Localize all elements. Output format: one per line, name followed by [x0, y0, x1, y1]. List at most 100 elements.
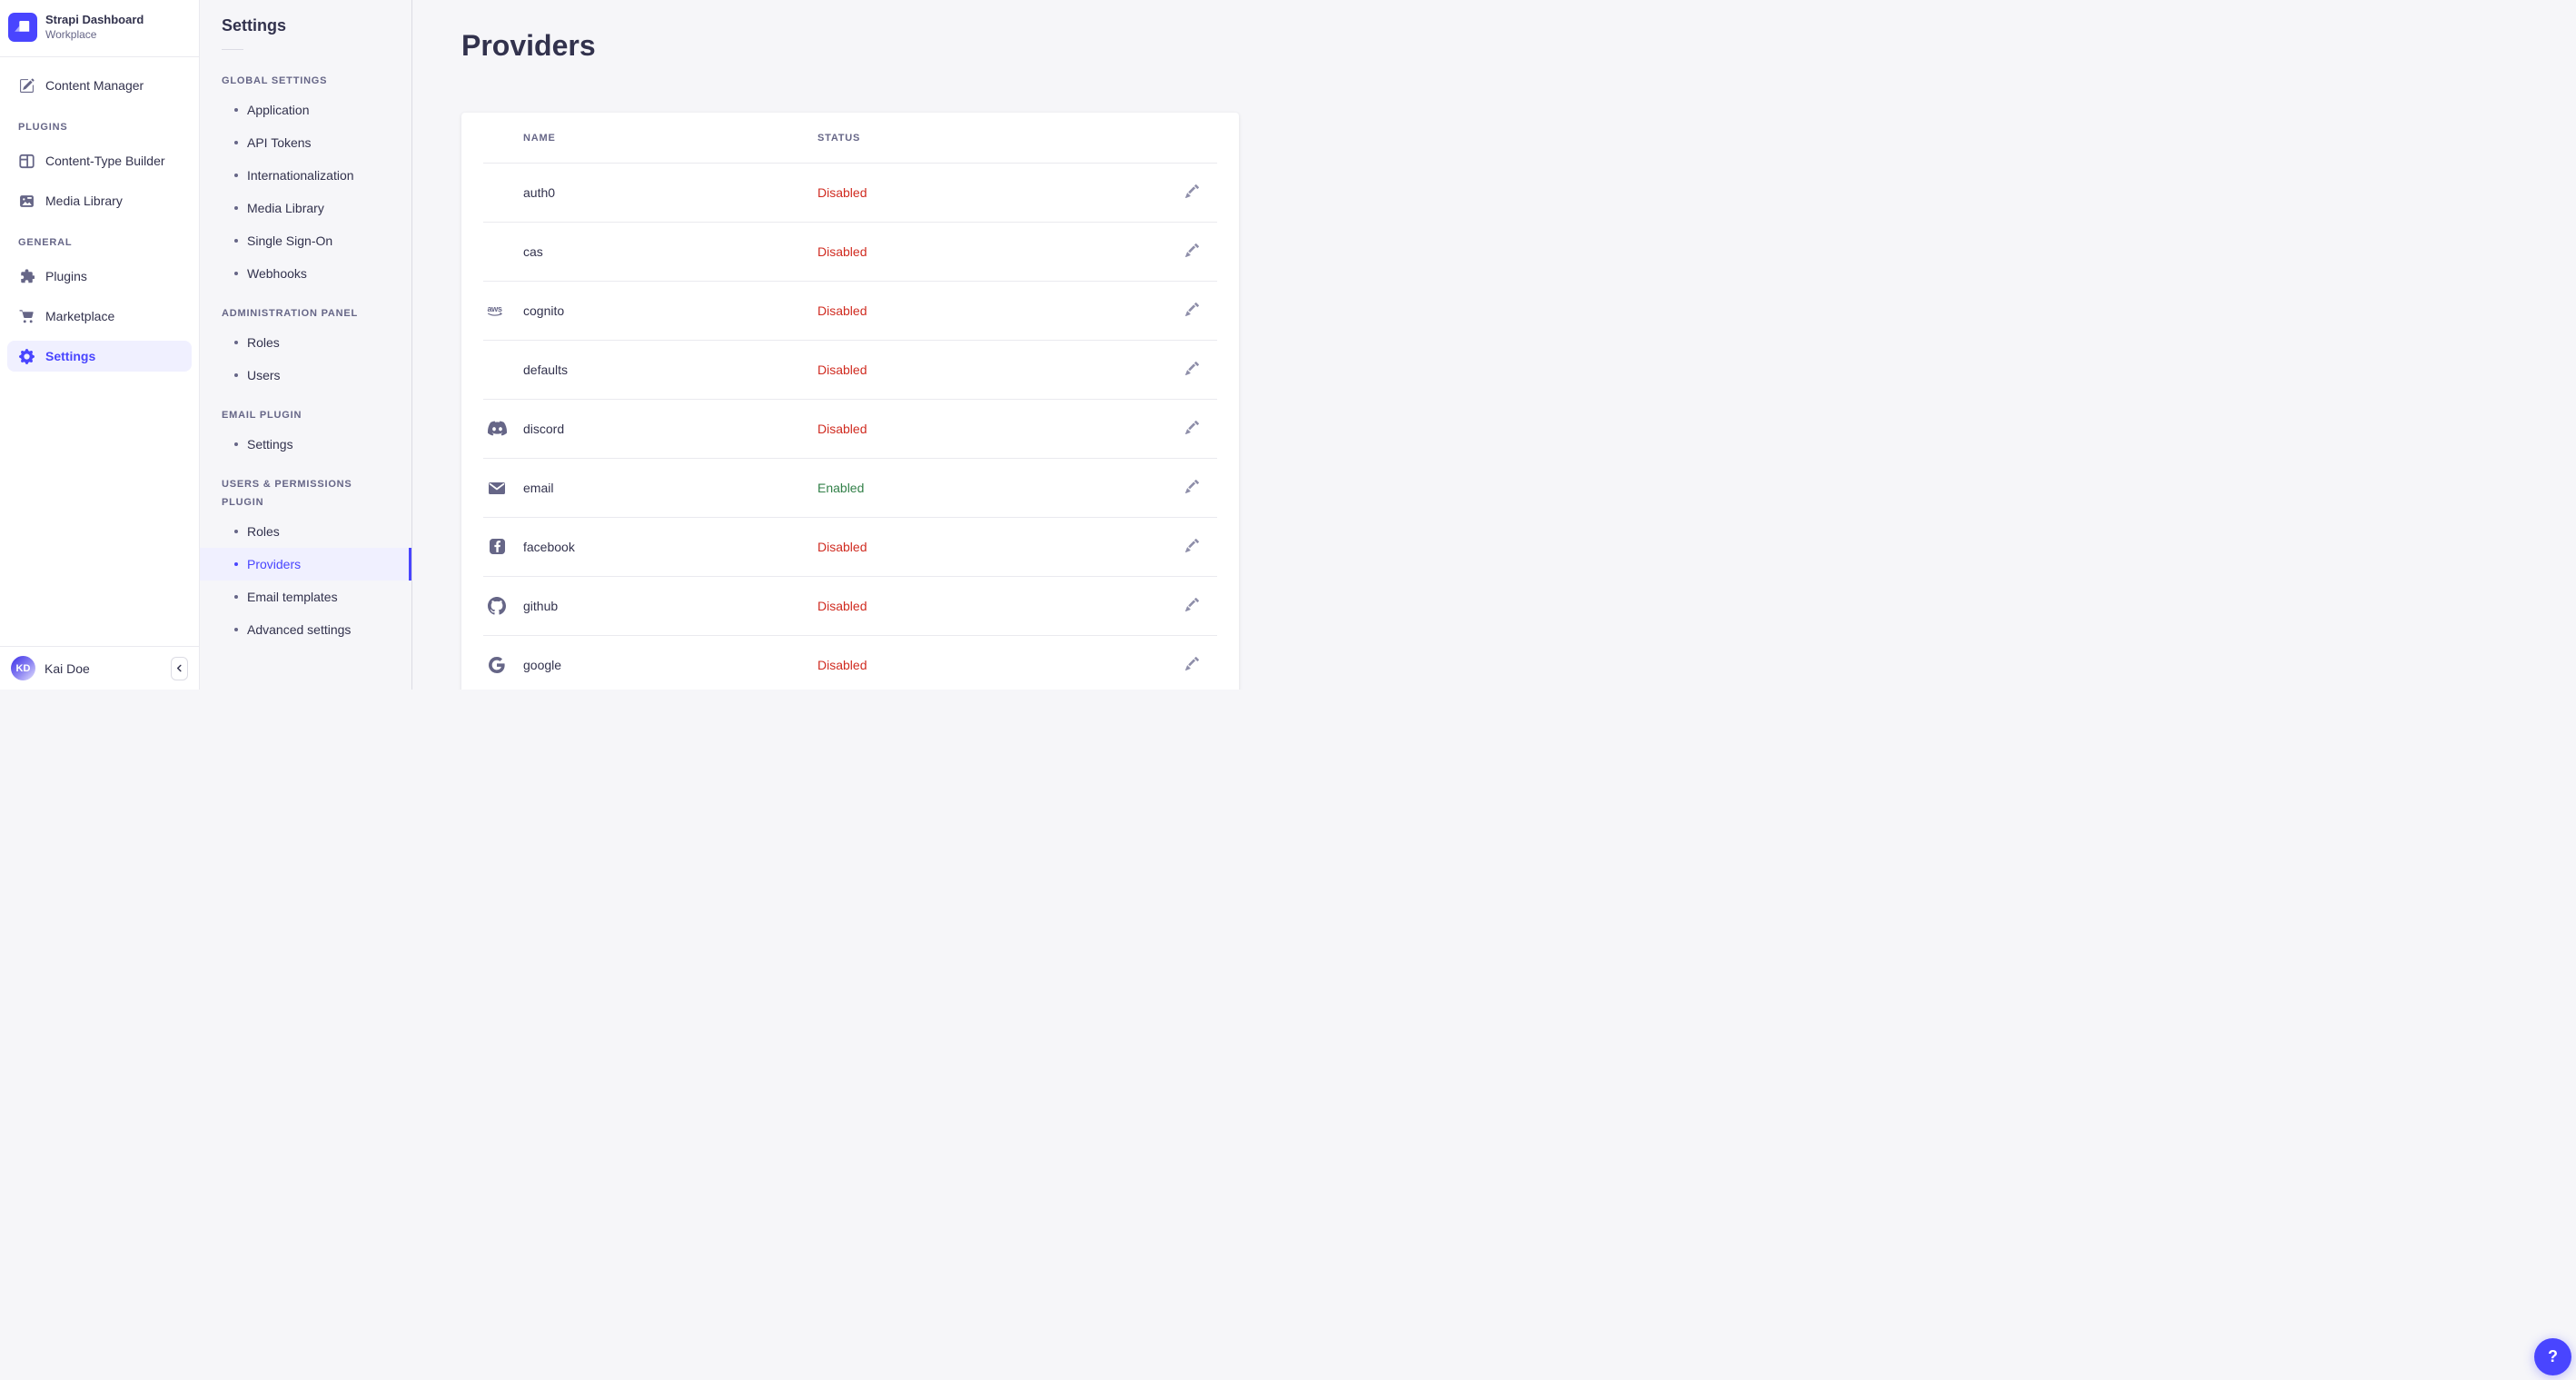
settings-title-divider	[222, 49, 243, 50]
settings-sidebar: Settings GLOBAL SETTINGS Application API…	[200, 0, 412, 690]
edit-provider-button[interactable]	[1177, 178, 1206, 207]
provider-name: github	[523, 598, 559, 613]
settings-section-administration-panel: ADMINISTRATION PANEL Roles Users	[200, 304, 411, 392]
sidebar-item-marketplace[interactable]: Marketplace	[7, 301, 192, 332]
settings-item-label: Settings	[247, 437, 293, 452]
settings-item-advanced-settings[interactable]: Advanced settings	[200, 613, 411, 646]
provider-status: Disabled	[817, 598, 867, 613]
provider-status: Disabled	[817, 539, 867, 554]
settings-item-application[interactable]: Application	[200, 94, 411, 126]
provider-status: Disabled	[817, 184, 867, 200]
provider-status: Enabled	[817, 480, 865, 495]
sidebar-footer-divider	[0, 646, 199, 647]
github-icon	[487, 596, 507, 615]
settings-nav-title: Settings	[222, 16, 287, 35]
settings-item-providers[interactable]: Providers	[200, 548, 411, 581]
nav-section-header-plugins: PLUGINS	[18, 122, 68, 133]
settings-item-users[interactable]: Users	[200, 359, 411, 392]
edit-provider-button[interactable]	[1177, 473, 1206, 502]
puzzle-icon	[18, 268, 35, 284]
pencil-icon	[1184, 302, 1199, 319]
provider-name: email	[523, 480, 554, 495]
bullet-icon	[234, 341, 238, 344]
settings-section-header: GLOBAL SETTINGS	[222, 75, 328, 86]
edit-provider-button[interactable]	[1177, 650, 1206, 680]
provider-status: Disabled	[817, 243, 867, 259]
main-nav-sections: PLUGINS Content-Type Builder Media Libra…	[0, 121, 199, 372]
avatar[interactable]: KD	[11, 656, 35, 680]
write-icon	[18, 77, 35, 94]
edit-provider-button[interactable]	[1177, 237, 1206, 266]
edit-provider-button[interactable]	[1177, 355, 1206, 384]
edit-provider-button[interactable]	[1177, 414, 1206, 443]
settings-item-single-sign-on[interactable]: Single Sign-On	[200, 224, 411, 257]
bullet-icon	[234, 373, 238, 377]
nav-item-label: Content-Type Builder	[45, 154, 165, 168]
provider-row-cognito: aws cognito Disabled	[461, 281, 1239, 340]
collapse-sidebar-button[interactable]	[171, 656, 188, 680]
settings-item-webhooks[interactable]: Webhooks	[200, 257, 411, 290]
edit-provider-button[interactable]	[1177, 296, 1206, 325]
settings-item-internationalization[interactable]: Internationalization	[200, 159, 411, 192]
provider-row-github: github Disabled	[461, 576, 1239, 635]
bullet-icon	[234, 108, 238, 112]
brand-workspace: Workplace	[45, 28, 97, 41]
settings-item-settings[interactable]: Settings	[200, 428, 411, 461]
main-content: Providers NAME STATUS auth0 Disabled cas…	[412, 0, 1288, 690]
provider-name: google	[523, 657, 562, 672]
google-icon	[487, 656, 507, 673]
settings-item-roles[interactable]: Roles	[200, 326, 411, 359]
sidebar-item-settings[interactable]: Settings	[7, 341, 192, 372]
sidebar-item-content-type-builder[interactable]: Content-Type Builder	[7, 145, 192, 176]
settings-item-label: Roles	[247, 524, 280, 539]
settings-item-email-templates[interactable]: Email templates	[200, 581, 411, 613]
facebook-icon	[487, 539, 507, 554]
provider-status: Disabled	[817, 421, 867, 436]
main-nav: Content Manager PLUGINS Content-Type Bui…	[0, 57, 199, 646]
cart-icon	[18, 308, 35, 324]
sidebar-item-media-library[interactable]: Media Library	[7, 185, 192, 216]
settings-item-label: Providers	[247, 557, 302, 571]
settings-item-label: Email templates	[247, 590, 338, 604]
pencil-icon	[1184, 361, 1199, 378]
help-button[interactable]: ?	[2534, 1338, 2571, 1375]
gear-icon	[18, 348, 35, 364]
settings-item-api-tokens[interactable]: API Tokens	[200, 126, 411, 159]
table-body: auth0 Disabled cas Disabled aws cognito …	[461, 163, 1239, 690]
settings-item-label: Advanced settings	[247, 622, 352, 637]
provider-row-auth0: auth0 Disabled	[461, 163, 1239, 222]
bullet-icon	[234, 442, 238, 446]
pencil-icon	[1184, 184, 1199, 201]
discord-icon	[487, 419, 507, 438]
user-area: KD Kai Doe	[0, 647, 199, 690]
edit-provider-button[interactable]	[1177, 532, 1206, 561]
settings-item-label: Internationalization	[247, 168, 354, 183]
bullet-icon	[234, 628, 238, 631]
bullet-icon	[234, 272, 238, 275]
provider-status: Disabled	[817, 303, 867, 318]
settings-item-roles[interactable]: Roles	[200, 515, 411, 548]
settings-item-label: API Tokens	[247, 135, 312, 150]
settings-section-users-permissions-plugin: USERS & PERMISSIONS PLUGIN Roles Provide…	[200, 475, 411, 646]
image-icon	[18, 193, 35, 209]
nav-item-label: Content Manager	[45, 78, 144, 93]
edit-provider-button[interactable]	[1177, 591, 1206, 621]
nav-item-label: Marketplace	[45, 309, 115, 323]
sidebar-item-content-manager[interactable]: Content Manager	[7, 70, 192, 101]
pencil-icon	[1184, 597, 1199, 614]
main-sidebar: Strapi Dashboard Workplace Content Manag…	[0, 0, 200, 690]
question-icon: ?	[2548, 1347, 2558, 1365]
provider-name: auth0	[523, 184, 556, 200]
sidebar-item-plugins[interactable]: Plugins	[7, 261, 192, 292]
settings-item-media-library[interactable]: Media Library	[200, 192, 411, 224]
user-name[interactable]: Kai Doe	[45, 660, 90, 676]
pencil-icon	[1184, 243, 1199, 260]
pencil-icon	[1184, 479, 1199, 496]
layout-icon	[18, 153, 35, 169]
workspace-brand[interactable]: Strapi Dashboard Workplace	[0, 0, 199, 56]
bullet-icon	[234, 239, 238, 243]
settings-section-email-plugin: EMAIL PLUGIN Settings	[200, 406, 411, 461]
pencil-icon	[1184, 420, 1199, 437]
pencil-icon	[1184, 656, 1199, 673]
settings-section-header: ADMINISTRATION PANEL	[222, 308, 359, 319]
